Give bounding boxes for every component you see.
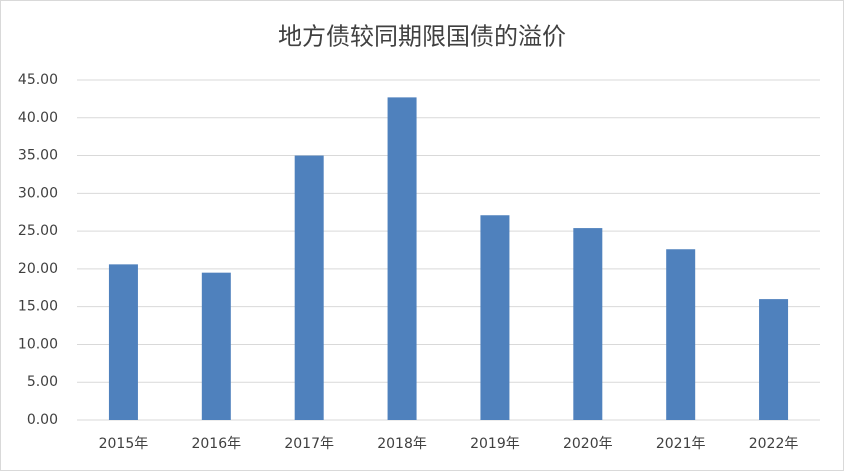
x-tick-label: 2016年 [191, 436, 241, 452]
bar [573, 228, 603, 420]
x-tick-label: 2017年 [284, 436, 334, 452]
bar [387, 97, 417, 420]
x-tick-label: 2022年 [749, 436, 799, 452]
x-tick-label: 2020年 [563, 436, 613, 452]
y-tick-label: 20.00 [18, 261, 58, 277]
x-tick-label: 2021年 [656, 436, 706, 452]
y-tick-label: 35.00 [18, 148, 58, 164]
x-tick-label: 2019年 [470, 436, 520, 452]
chart-title: 地方债较同期限国债的溢价 [278, 23, 566, 51]
y-tick-label: 40.00 [18, 110, 58, 126]
x-tick-label: 2015年 [99, 436, 149, 452]
y-tick-label: 10.00 [18, 336, 58, 352]
y-tick-label: 5.00 [27, 374, 58, 390]
y-tick-label: 15.00 [18, 299, 58, 315]
y-tick-label: 45.00 [18, 72, 58, 88]
bar [666, 249, 696, 420]
x-tick-label: 2018年 [377, 436, 427, 452]
bar [294, 155, 324, 421]
y-tick-label: 30.00 [18, 185, 58, 201]
bar [759, 299, 789, 420]
y-tick-label: 25.00 [18, 223, 58, 239]
bar [108, 264, 138, 420]
bar [480, 215, 510, 420]
y-tick-label: 0.00 [27, 412, 58, 428]
bar [201, 272, 231, 420]
